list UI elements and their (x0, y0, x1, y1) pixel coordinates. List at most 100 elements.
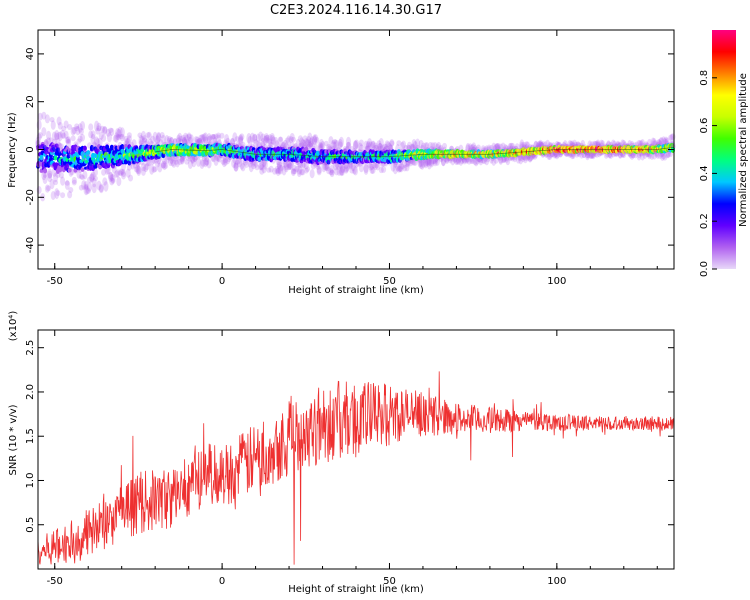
heatmap-halo (306, 143, 312, 150)
heatmap-halo (145, 132, 151, 138)
heatmap-halo (286, 135, 292, 146)
heatmap-halo (188, 134, 194, 146)
heatmap-halo (238, 134, 244, 144)
heatmap-halo (65, 136, 71, 144)
heatmap-halo (222, 156, 228, 164)
heatmap-halo (76, 170, 82, 179)
heatmap-halo (316, 165, 322, 174)
heatmap-halo (307, 141, 313, 148)
heatmap-halo (283, 142, 289, 149)
heatmap-halo (140, 166, 146, 176)
heatmap-cell (123, 159, 128, 165)
heatmap-halo (281, 141, 287, 150)
heatmap-cell (86, 150, 91, 155)
heatmap-halo (340, 165, 346, 176)
heatmap-halo (389, 140, 395, 146)
heatmap-halo (162, 161, 168, 171)
heatmap-halo (83, 181, 89, 190)
heatmap-halo (199, 159, 205, 169)
heatmap-cell (109, 144, 114, 150)
heatmap-halo (337, 141, 343, 149)
heatmap-halo (166, 135, 172, 142)
heatmap-halo (80, 121, 86, 131)
heatmap-halo (285, 137, 291, 143)
heatmap-halo (91, 183, 97, 194)
heatmap-halo (187, 159, 193, 169)
heatmap-halo (381, 166, 387, 173)
heatmap-halo (225, 155, 231, 165)
heatmap-halo (294, 165, 300, 173)
heatmap-halo (108, 127, 114, 134)
heatmap-halo (111, 163, 117, 170)
heatmap-halo (204, 159, 210, 166)
heatmap-halo (83, 183, 89, 191)
heatmap-halo (201, 133, 207, 142)
heatmap-halo (56, 142, 62, 149)
heatmap-halo (442, 142, 448, 150)
heatmap-halo (234, 159, 240, 165)
heatmap-halo (90, 130, 96, 140)
heatmap-halo (196, 157, 202, 167)
snr-x-axis-label: Height of straight line (km) (288, 584, 424, 595)
heatmap-cell (326, 159, 331, 165)
heatmap-halo (53, 179, 59, 186)
heatmap-halo (211, 134, 217, 140)
heatmap-halo (222, 158, 228, 166)
heatmap-halo (670, 133, 676, 141)
heatmap-halo (321, 162, 327, 173)
heatmap-cell (89, 144, 94, 151)
heatmap-halo (90, 171, 96, 181)
heatmap-halo (313, 134, 319, 143)
heatmap-halo (303, 167, 309, 174)
heatmap-halo (44, 114, 50, 124)
heatmap-halo (140, 162, 146, 172)
heatmap-cell (150, 155, 155, 160)
heatmap-halo (187, 136, 193, 144)
heatmap-halo (302, 135, 308, 143)
heatmap-halo (46, 137, 52, 145)
heatmap-halo (142, 137, 148, 144)
heatmap-halo (184, 159, 190, 165)
heatmap-halo (184, 134, 190, 145)
heatmap-halo (347, 161, 353, 170)
heatmap-halo (300, 169, 306, 176)
heatmap-halo (276, 163, 282, 175)
heatmap-halo (334, 167, 340, 176)
heatmap-cell (185, 145, 190, 150)
heatmap-halo (105, 128, 111, 137)
heatmap-halo (157, 162, 163, 173)
heatmap-halo (308, 141, 314, 148)
heatmap-halo (90, 133, 96, 145)
heatmap-halo (119, 168, 125, 175)
heatmap-halo (176, 134, 182, 146)
heatmap-halo (300, 159, 306, 171)
heatmap-halo (82, 170, 88, 180)
heatmap-halo (159, 132, 165, 139)
heatmap-halo (219, 132, 225, 139)
heatmap-cell (65, 163, 70, 169)
heatmap-halo (174, 156, 180, 168)
heatmap-halo (242, 159, 248, 166)
heatmap-halo (140, 130, 146, 141)
snr-y-tick-label: 1.5 (25, 428, 36, 444)
snr-x-ticks: -50 0 50 100 (47, 330, 658, 587)
heatmap-halo (170, 158, 176, 167)
heatmap-cell (43, 168, 48, 174)
heatmap-halo (272, 167, 278, 175)
spectrogram-heatmap (35, 111, 676, 202)
heatmap-halo (119, 127, 125, 138)
heatmap-halo (115, 134, 121, 140)
heatmap-halo (173, 159, 179, 165)
heatmap-halo (109, 177, 115, 186)
heatmap-halo (263, 132, 269, 142)
heatmap-halo (306, 139, 312, 148)
heatmap-halo (252, 133, 258, 144)
heatmap-halo (259, 164, 265, 171)
heatmap-halo (252, 159, 258, 166)
heatmap-halo (186, 132, 192, 142)
heatmap-halo (235, 141, 241, 148)
heatmap-halo (295, 138, 301, 150)
heatmap-halo (259, 167, 265, 175)
heatmap-halo (194, 138, 200, 146)
heatmap-halo (333, 161, 339, 171)
